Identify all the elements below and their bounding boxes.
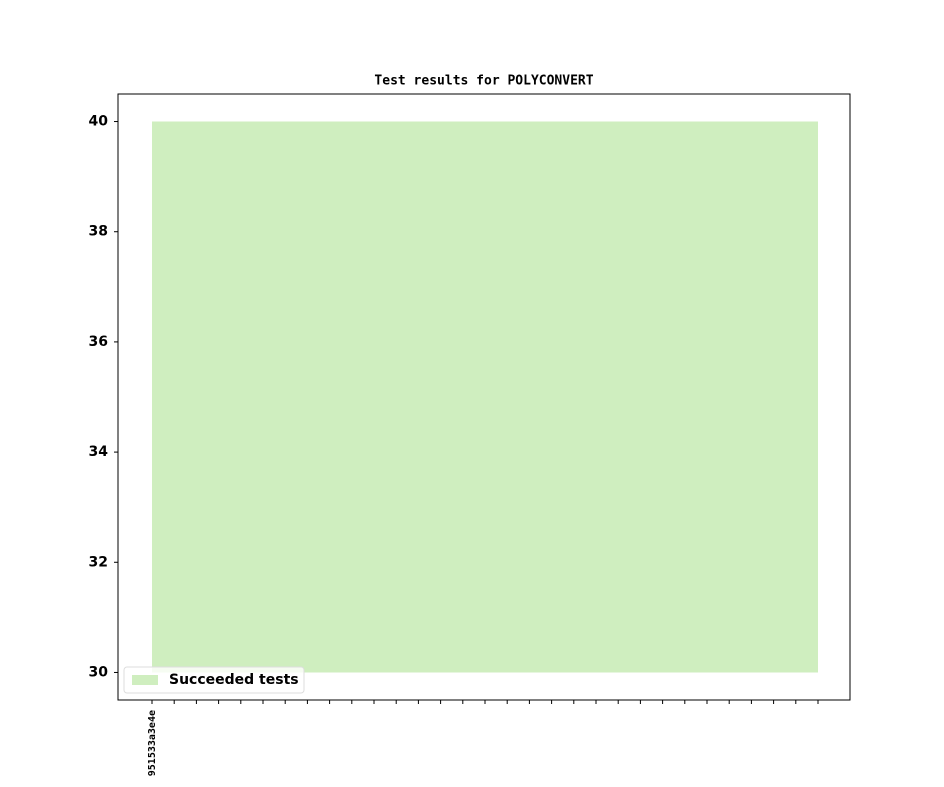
axes-frame	[117, 93, 851, 701]
y-tick-label: 32	[89, 554, 108, 570]
y-tick-label: 38	[89, 224, 108, 240]
chart-title: Test results for POLYCONVERT	[374, 74, 593, 89]
legend-label: Succeeded tests	[169, 672, 299, 688]
y-tick-label: 30	[89, 664, 109, 680]
area	[152, 121, 818, 673]
legend-swatch	[132, 675, 158, 685]
y-tick-label: 40	[89, 114, 109, 130]
x-tick-label: 951533a3e4e	[147, 710, 158, 776]
y-tick-label: 34	[89, 444, 109, 460]
y-tick-label: 36	[89, 334, 108, 350]
legend: Succeeded tests	[123, 666, 305, 694]
legend-box	[123, 666, 305, 694]
